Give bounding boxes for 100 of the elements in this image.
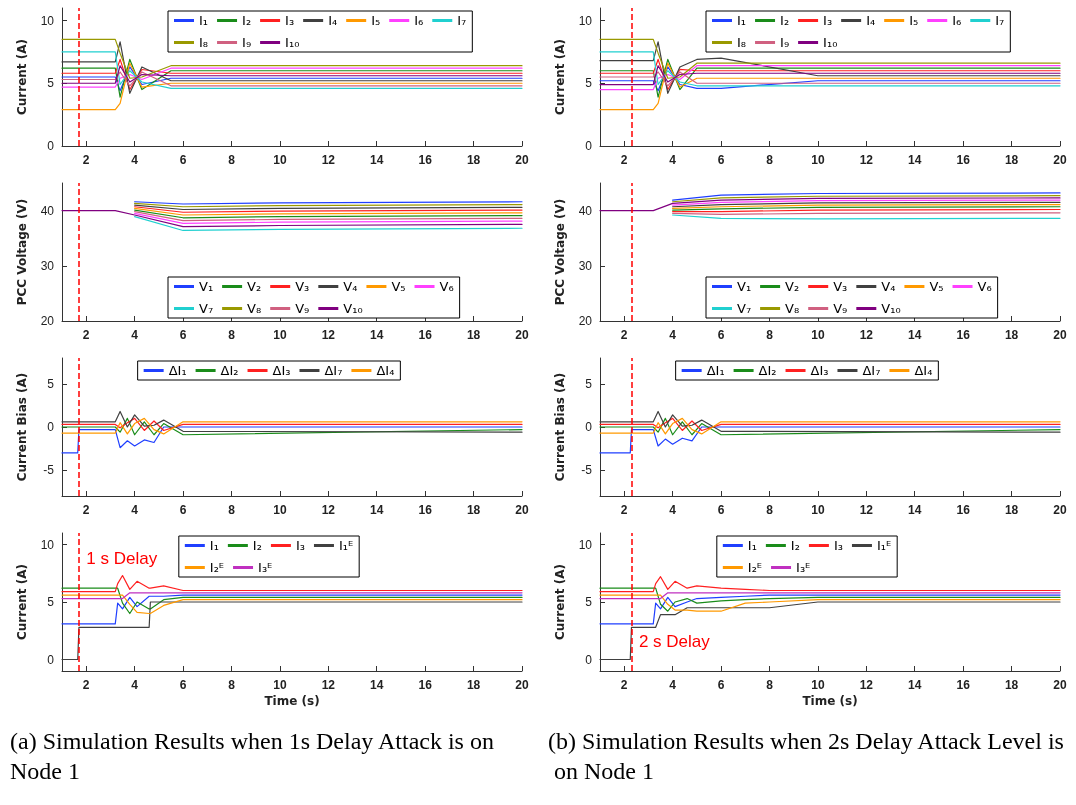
- legend-label: ΔI₁: [168, 363, 187, 378]
- x-tick-label: 20: [1053, 328, 1067, 342]
- legend-label: V₆: [977, 279, 992, 294]
- y-axis-title: PCC Voltage (V): [15, 198, 29, 306]
- y-tick-label: 5: [47, 76, 55, 91]
- legend-label: I₆: [952, 13, 962, 28]
- x-tick-label: 18: [1004, 153, 1019, 167]
- legend-label: V₇: [737, 301, 752, 316]
- legend-label: V₁: [199, 279, 214, 294]
- x-tick-label: 16: [418, 503, 433, 517]
- y-tick-label: 5: [47, 376, 55, 391]
- legend-label: I₅: [371, 13, 381, 28]
- legend-label: I₁: [747, 538, 757, 553]
- legend-label: I₁: [737, 13, 747, 28]
- x-tick-label: 4: [669, 678, 677, 692]
- x-tick-label: 18: [466, 503, 481, 517]
- x-tick-label: 6: [179, 153, 187, 167]
- y-tick-label: 5: [47, 595, 55, 609]
- x-tick-label: 20: [515, 503, 529, 517]
- legend-label: V₉: [295, 301, 310, 316]
- x-tick-label: 18: [466, 678, 481, 692]
- legend-label: I₄: [866, 13, 876, 28]
- legend-label: I₂: [790, 538, 800, 553]
- x-axis-title: Time (s): [802, 694, 858, 708]
- legend-label: I₃: [295, 538, 305, 553]
- x-tick-label: 8: [228, 678, 236, 692]
- legend-label: I₇: [457, 13, 467, 28]
- legend-label: I₁: [199, 13, 209, 28]
- x-tick-label: 14: [370, 678, 384, 692]
- x-tick-label: 16: [956, 678, 971, 692]
- legend-label: ΔI₄: [376, 363, 395, 378]
- x-tick-label: 8: [766, 678, 774, 692]
- x-tick-label: 2: [82, 503, 90, 517]
- x-tick-label: 18: [1004, 328, 1019, 342]
- y-axis-title: Current (A): [15, 38, 29, 116]
- x-tick-label: 12: [321, 678, 336, 692]
- legend-label: I₃: [833, 538, 843, 553]
- y-axis-title: PCC Voltage (V): [553, 198, 567, 306]
- x-tick-label: 12: [321, 503, 336, 517]
- x-tick-label: 10: [273, 503, 287, 517]
- x-tick-label: 8: [766, 328, 774, 342]
- legend-label: I₆: [414, 13, 424, 28]
- x-tick-label: 16: [418, 678, 433, 692]
- y-tick-label: 30: [578, 258, 593, 273]
- legend-label: V₃: [833, 279, 848, 294]
- legend-label: V₂: [247, 279, 262, 294]
- x-tick-label: 14: [370, 153, 384, 167]
- x-tick-label: 2: [620, 328, 628, 342]
- legend-label: V₃: [295, 279, 310, 294]
- legend-label: I₈: [199, 35, 209, 50]
- x-tick-label: 2: [620, 503, 628, 517]
- x-tick-label: 12: [321, 153, 336, 167]
- x-tick-label: 6: [179, 678, 187, 692]
- x-tick-label: 4: [131, 328, 139, 342]
- legend-label: V₈: [785, 301, 800, 316]
- annotation: 2 s Delay: [638, 631, 711, 651]
- legend-label: ΔI₇: [324, 363, 343, 378]
- x-tick-label: 4: [669, 153, 677, 167]
- text: (a) Simulation Results when 1s Delay Attack is on Node 1: [10, 728, 500, 784]
- legend-label: V₄: [343, 279, 358, 294]
- legend-label: I₁₀: [823, 35, 838, 50]
- x-tick-label: 2: [82, 328, 90, 342]
- x-tick-label: 2: [620, 153, 628, 167]
- x-tick-label: 6: [717, 503, 725, 517]
- y-tick-label: 10: [578, 537, 593, 552]
- legend-label: I₉: [780, 35, 790, 50]
- y-axis-title: Current Bias (A): [15, 372, 29, 482]
- legend-label: ΔI₇: [862, 363, 881, 378]
- x-tick-label: 4: [131, 678, 139, 692]
- x-tick-label: 12: [859, 503, 874, 517]
- legend-label: V₉: [833, 301, 848, 316]
- legend-label: I₁ᴱ: [876, 538, 892, 553]
- y-tick-label: 10: [40, 13, 55, 28]
- legend-label: V₁₀: [881, 301, 901, 316]
- x-tick-label: 4: [131, 153, 139, 167]
- legend-label: I₂ᴱ: [209, 560, 225, 575]
- y-tick-label: 0: [47, 420, 55, 434]
- y-tick-label: 0: [47, 652, 55, 667]
- y-axis-title: Current (A): [553, 563, 567, 641]
- legend-label: ΔI₁: [706, 363, 725, 378]
- x-tick-label: 10: [273, 153, 287, 167]
- annotation: 1 s Delay: [86, 548, 158, 568]
- x-tick-label: 6: [179, 503, 187, 517]
- x-tick-label: 4: [669, 503, 677, 517]
- x-tick-label: 16: [956, 503, 971, 517]
- y-tick-label: 40: [40, 203, 55, 218]
- legend-label: ΔI₃: [272, 363, 291, 378]
- legend-label: I₁: [209, 538, 219, 553]
- x-tick-label: 2: [620, 678, 628, 692]
- x-tick-label: 20: [1053, 678, 1067, 692]
- x-tick-label: 10: [811, 678, 825, 692]
- legend-label: I₇: [995, 13, 1005, 28]
- x-tick-label: 10: [811, 503, 825, 517]
- x-tick-label: 14: [370, 328, 384, 342]
- y-tick-label: 0: [585, 652, 593, 667]
- x-tick-label: 16: [418, 328, 433, 342]
- legend-label: I₂: [242, 13, 252, 28]
- x-tick-label: 14: [908, 328, 922, 342]
- x-tick-label: 14: [908, 153, 922, 167]
- legend-label: I₅: [909, 13, 919, 28]
